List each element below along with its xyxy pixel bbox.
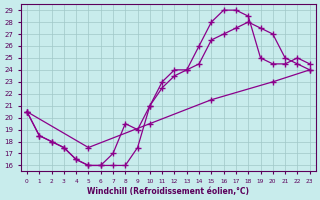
X-axis label: Windchill (Refroidissement éolien,°C): Windchill (Refroidissement éolien,°C) [87,187,249,196]
